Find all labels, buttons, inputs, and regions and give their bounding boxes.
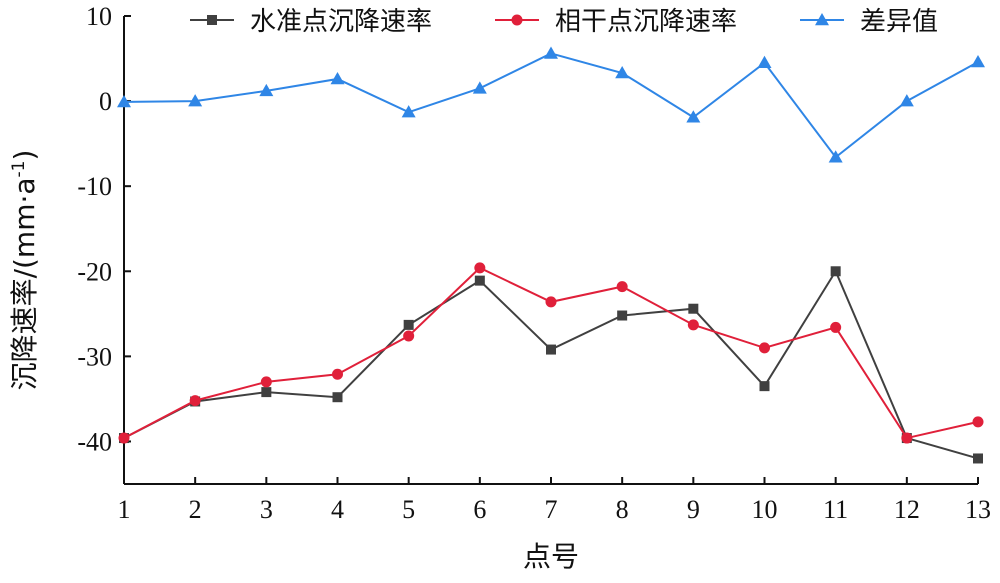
series-line-triangle (123, 52, 979, 159)
data-point-triangle (899, 94, 914, 107)
data-point-circle (759, 342, 770, 354)
x-ticks: 1 2 3 4 5 6 7 8 9 10 11 12 13 (118, 477, 991, 524)
series-circle (118, 262, 984, 444)
x-tick-label: 13 (965, 495, 991, 524)
series-square (119, 266, 983, 464)
legend-label-circle: 相干点沉降速率 (555, 7, 737, 37)
y-axis-title-main: 沉降速率/(mm·a (8, 177, 41, 390)
data-point-triangle (472, 81, 487, 94)
data-point-triangle (971, 54, 985, 68)
data-point-circle (403, 330, 415, 342)
legend-label-triangle: 差异值 (860, 7, 938, 37)
data-point-circle (545, 296, 557, 308)
data-point-circle (189, 395, 201, 407)
y-axis-title-close: ) (8, 150, 41, 161)
legend-label-square: 水准点沉降速率 (250, 7, 432, 37)
series-triangle (117, 46, 985, 163)
y-tick-label: -30 (77, 342, 112, 371)
y-axis-title: 沉降速率/(mm·a-1) (8, 150, 41, 391)
x-tick-label: 11 (823, 495, 848, 524)
y-tick-label: 0 (99, 87, 112, 116)
data-point-circle (901, 432, 913, 444)
data-point-square (973, 453, 983, 464)
x-tick-label: 5 (402, 495, 415, 524)
x-tick-label: 7 (545, 495, 558, 524)
x-tick-label: 2 (189, 495, 202, 524)
data-point-triangle (544, 46, 558, 59)
data-point-triangle (117, 94, 131, 108)
y-axis-title-superscript: -1 (9, 161, 29, 178)
x-tick-label: 12 (894, 495, 920, 524)
data-point-triangle (330, 71, 345, 85)
data-point-circle (616, 281, 628, 293)
x-tick-label: 8 (616, 495, 629, 524)
y-tick-label: -20 (77, 257, 112, 286)
data-point-circle (972, 416, 984, 428)
data-point-circle (474, 262, 486, 274)
x-tick-label: 10 (752, 495, 778, 524)
y-tick-label: -10 (77, 172, 112, 201)
data-point-square (546, 344, 556, 355)
data-point-square (403, 319, 414, 330)
data-point-square (261, 387, 272, 398)
data-point-square (332, 392, 343, 403)
data-point-circle (830, 321, 842, 333)
data-point-circle (687, 319, 699, 331)
x-tick-label: 1 (118, 495, 131, 524)
data-point-circle (118, 432, 130, 444)
x-tick-label: 6 (473, 495, 486, 524)
x-tick-label: 9 (687, 495, 700, 524)
legend-marker-circle (511, 14, 523, 26)
data-point-triangle (828, 150, 843, 163)
data-point-triangle (188, 94, 203, 107)
data-point-square (759, 381, 770, 392)
data-point-triangle (401, 105, 416, 118)
y-tick-label: 10 (86, 2, 112, 31)
y-ticks: 10 0 -10 -20 -30 -40 (77, 2, 131, 456)
x-tick-label: 3 (260, 495, 273, 524)
series-layer (117, 46, 985, 464)
x-tick-label: 4 (331, 495, 344, 524)
data-point-triangle (686, 110, 701, 123)
x-axis-title: 点号 (523, 540, 579, 573)
data-point-circle (260, 376, 272, 388)
data-point-triangle (757, 55, 772, 69)
axes (123, 16, 978, 485)
data-point-triangle (615, 66, 630, 79)
legend: 水准点沉降速率 相干点沉降速率 差异值 (190, 7, 938, 37)
data-point-square (688, 303, 699, 314)
data-point-square (474, 275, 485, 286)
data-point-circle (332, 368, 343, 380)
y-tick-label: -40 (77, 427, 112, 456)
legend-marker-square (207, 15, 217, 25)
legend-marker-triangle (815, 13, 829, 26)
data-point-square (830, 266, 841, 277)
data-point-triangle (259, 83, 274, 97)
data-point-square (617, 310, 628, 321)
